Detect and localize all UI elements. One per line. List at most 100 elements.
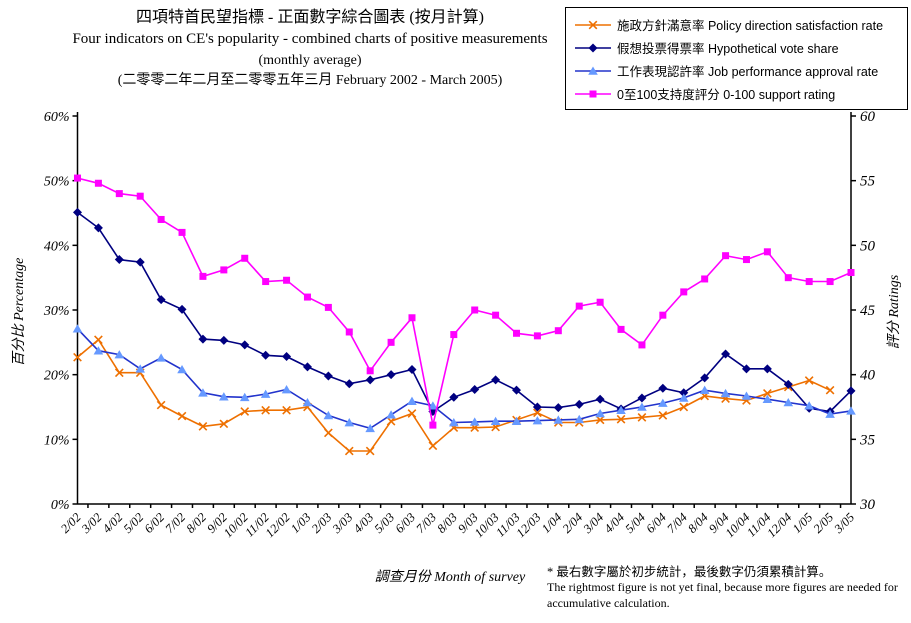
data-point[interactable] — [574, 414, 585, 424]
data-point[interactable] — [408, 314, 416, 322]
data-point[interactable] — [135, 364, 146, 373]
data-point[interactable] — [365, 423, 375, 433]
data-point[interactable] — [588, 20, 598, 29]
data-point[interactable] — [826, 278, 834, 286]
data-point[interactable] — [407, 364, 417, 374]
data-point[interactable] — [136, 192, 144, 200]
data-point[interactable] — [825, 385, 835, 395]
data-point[interactable] — [804, 401, 814, 410]
data-point[interactable] — [450, 331, 458, 339]
data-point[interactable] — [533, 332, 541, 340]
data-point[interactable] — [177, 411, 187, 421]
data-point[interactable] — [199, 272, 207, 280]
data-point[interactable] — [638, 341, 646, 349]
data-point[interactable] — [659, 311, 667, 319]
data-point[interactable] — [283, 276, 291, 284]
data-point[interactable] — [156, 353, 166, 362]
data-point[interactable] — [407, 409, 417, 418]
data-point[interactable] — [73, 207, 82, 217]
legend-item[interactable]: 0至100支持度評分 0-100 support rating — [574, 82, 899, 105]
data-point[interactable] — [261, 350, 271, 360]
data-point[interactable] — [533, 408, 542, 418]
data-point[interactable] — [469, 417, 480, 426]
data-point[interactable] — [762, 364, 772, 374]
data-point[interactable] — [386, 370, 396, 380]
data-point[interactable] — [532, 416, 543, 425]
data-point[interactable] — [595, 394, 605, 404]
data-point[interactable] — [763, 389, 772, 398]
data-point[interactable] — [804, 376, 814, 385]
data-point[interactable] — [678, 393, 689, 402]
data-point[interactable] — [846, 406, 856, 415]
data-point[interactable] — [114, 350, 125, 359]
data-point[interactable] — [617, 325, 625, 333]
data-point[interactable] — [219, 335, 229, 345]
data-point[interactable] — [303, 293, 311, 301]
data-point[interactable] — [156, 295, 166, 305]
data-point[interactable] — [282, 405, 291, 415]
data-point[interactable] — [720, 388, 731, 398]
data-point[interactable] — [135, 257, 145, 267]
data-point[interactable] — [323, 428, 333, 438]
data-point[interactable] — [240, 407, 250, 416]
data-point[interactable] — [847, 268, 855, 276]
data-point[interactable] — [574, 399, 584, 409]
data-point[interactable] — [763, 248, 771, 256]
data-point[interactable] — [94, 335, 103, 345]
data-point[interactable] — [115, 190, 123, 198]
data-point[interactable] — [302, 362, 312, 372]
data-point[interactable] — [198, 334, 208, 344]
data-point[interactable] — [616, 414, 626, 424]
data-point[interactable] — [575, 302, 583, 310]
data-point[interactable] — [471, 306, 479, 314]
data-point[interactable] — [637, 402, 647, 411]
data-point[interactable] — [387, 338, 395, 346]
series-line[interactable] — [77, 177, 852, 426]
data-point[interactable] — [658, 383, 668, 393]
data-point[interactable] — [114, 368, 124, 378]
legend-item[interactable]: 假想投票得票率 Hypothetical vote share — [574, 36, 899, 59]
data-point[interactable] — [588, 43, 598, 52]
data-point[interactable] — [262, 278, 270, 286]
data-point[interactable] — [470, 385, 480, 395]
data-point[interactable] — [240, 340, 250, 350]
data-point[interactable] — [428, 401, 438, 410]
data-point[interactable] — [177, 364, 187, 374]
data-point[interactable] — [616, 405, 626, 415]
data-point[interactable] — [198, 388, 208, 397]
series-line[interactable] — [76, 328, 852, 430]
data-point[interactable] — [260, 389, 271, 398]
data-point[interactable] — [513, 329, 521, 337]
data-point[interactable] — [386, 410, 396, 419]
data-point[interactable] — [407, 396, 417, 405]
data-point[interactable] — [366, 367, 374, 375]
data-point[interactable] — [323, 410, 334, 420]
data-point[interactable] — [344, 418, 355, 427]
data-point[interactable] — [783, 397, 794, 407]
data-point[interactable] — [595, 415, 605, 425]
data-point[interactable] — [589, 90, 597, 97]
data-point[interactable] — [701, 275, 709, 283]
data-point[interactable] — [177, 304, 187, 314]
data-point[interactable] — [241, 254, 249, 262]
data-point[interactable] — [679, 388, 689, 398]
data-point[interactable] — [637, 393, 647, 403]
data-point[interactable] — [553, 415, 564, 424]
data-point[interactable] — [492, 311, 500, 319]
data-point[interactable] — [553, 403, 563, 413]
data-point[interactable] — [762, 394, 773, 404]
data-point[interactable] — [114, 255, 124, 265]
data-point[interactable] — [428, 441, 438, 451]
data-point[interactable] — [512, 385, 522, 395]
data-point[interactable] — [74, 174, 81, 182]
data-point[interactable] — [658, 398, 668, 407]
data-point[interactable] — [219, 392, 229, 401]
data-point[interactable] — [94, 179, 102, 187]
data-point[interactable] — [220, 266, 228, 274]
data-point[interactable] — [93, 223, 103, 233]
data-point[interactable] — [239, 392, 250, 402]
data-point[interactable] — [365, 446, 375, 456]
data-point[interactable] — [429, 421, 437, 429]
data-point[interactable] — [699, 385, 710, 394]
data-point[interactable] — [511, 416, 522, 426]
